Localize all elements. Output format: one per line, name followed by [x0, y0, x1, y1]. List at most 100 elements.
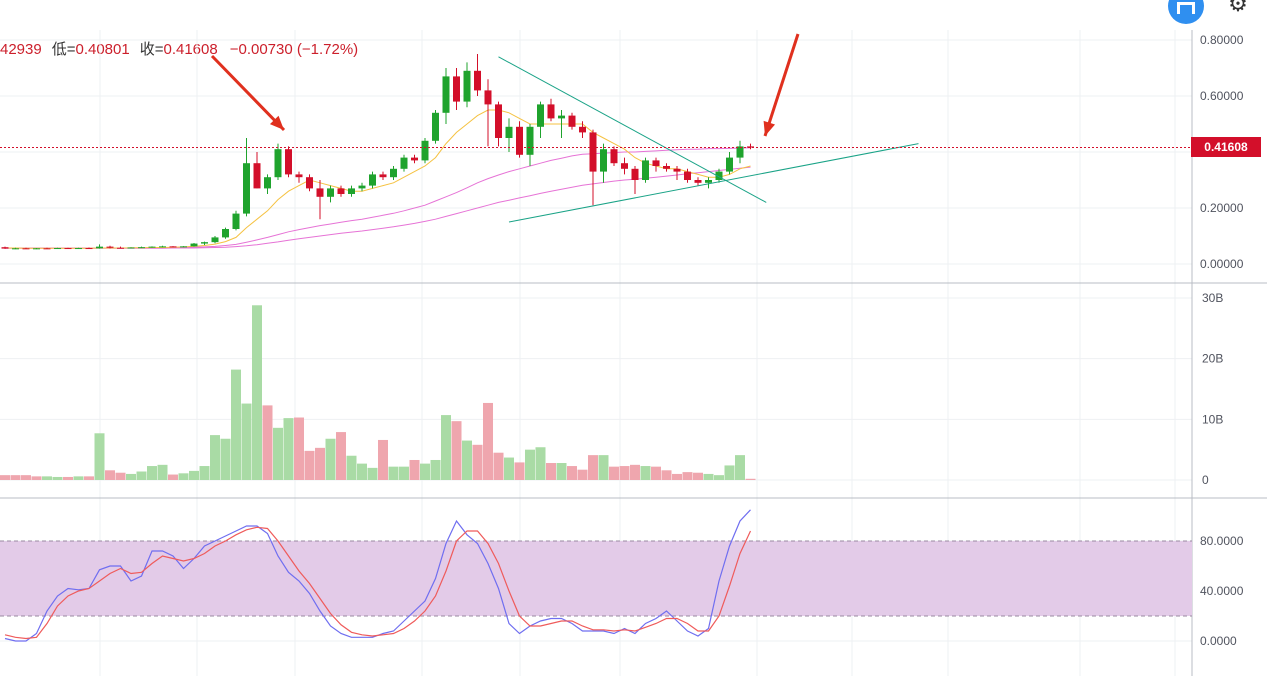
volume-bar	[598, 455, 609, 480]
candle-body	[684, 171, 691, 180]
ohlc-high-value: 42939	[0, 41, 42, 58]
overbought-oversold-band	[0, 541, 1192, 616]
stoch-tick-label: 40.0000	[1200, 584, 1244, 598]
candle-body	[117, 247, 124, 249]
volume-bar	[546, 463, 556, 480]
volume-bar	[630, 464, 640, 480]
candle-body	[484, 90, 492, 105]
volume-bar	[724, 465, 735, 480]
ohlc-close-label: 收=	[139, 41, 164, 58]
candle-body	[400, 157, 408, 169]
price-tick-label: 0.20000	[1200, 201, 1244, 215]
candle-body	[285, 149, 292, 175]
candle-body	[642, 160, 649, 180]
volume-bar	[640, 466, 651, 480]
candle-body	[600, 149, 607, 172]
volume-bar	[252, 305, 262, 480]
candle-body	[432, 112, 439, 141]
ascending-trendline	[508, 143, 919, 223]
candle-body	[127, 247, 135, 249]
candle-body	[148, 246, 156, 248]
candle-body	[579, 126, 586, 133]
volume-bar	[567, 466, 577, 480]
gear-icon[interactable]: ⚙	[1228, 0, 1248, 16]
candle-body	[253, 163, 261, 189]
volume-bar	[745, 478, 756, 480]
volume-bar	[315, 447, 325, 480]
candle-body	[631, 168, 639, 180]
volume-bar	[514, 462, 525, 480]
volume-bar	[63, 476, 73, 480]
volume-tick-label: 0	[1202, 473, 1209, 487]
volume-bar	[241, 403, 252, 480]
candle-body	[411, 157, 418, 161]
candle-body	[1, 247, 9, 249]
volume-bar	[367, 467, 378, 480]
candle-body	[705, 180, 712, 183]
candle-body	[715, 171, 723, 180]
volume-tick-label: 30B	[1202, 291, 1223, 305]
volume-bar	[231, 369, 241, 480]
candle-body	[96, 246, 103, 249]
volume-bar	[10, 475, 21, 480]
volume-bar	[535, 447, 546, 480]
price-tick-label: 0.80000	[1200, 33, 1244, 47]
volume-bar	[735, 455, 745, 480]
candle-body	[211, 237, 219, 243]
ohlc-close-value: 0.41608	[163, 41, 218, 58]
candle-body	[33, 248, 40, 250]
volume-bar	[451, 421, 462, 480]
volume-bar	[378, 439, 388, 480]
volume-bar	[441, 415, 451, 480]
candle-body	[106, 246, 114, 248]
volume-bar	[294, 417, 304, 480]
candle-body	[663, 166, 670, 169]
candle-body	[306, 177, 313, 189]
candle-body	[201, 242, 208, 244]
candle-body	[54, 248, 61, 250]
candle-body	[75, 248, 82, 250]
volume-bar	[577, 469, 588, 480]
volume-bar	[672, 473, 682, 480]
candle-body	[516, 126, 523, 155]
candle-body	[327, 188, 334, 197]
volume-bar	[210, 435, 220, 480]
candle-body	[138, 247, 145, 249]
volume-bar	[714, 475, 724, 480]
volume-bar	[336, 432, 346, 480]
volume-bar	[703, 473, 714, 480]
annotation-arrow-right	[763, 33, 800, 137]
candle-body	[22, 248, 30, 250]
volume-bar	[178, 473, 189, 480]
volume-bar	[21, 475, 31, 480]
volume-bar	[273, 427, 283, 480]
candle-body	[43, 248, 51, 250]
candle-body	[190, 243, 198, 247]
candle-body	[589, 132, 597, 172]
volume-bar	[94, 433, 105, 480]
candle-body	[537, 104, 544, 127]
candle-body	[505, 126, 513, 138]
arrow-shaft	[210, 54, 286, 132]
descending-trendline	[498, 56, 767, 203]
volume-bar	[220, 438, 231, 480]
candle-body	[442, 76, 450, 113]
volume-bar	[651, 466, 661, 480]
volume-bar	[556, 463, 567, 480]
volume-bar	[105, 470, 115, 480]
candle-body	[558, 115, 565, 119]
arrow-head	[763, 120, 776, 136]
candle-body	[390, 168, 397, 178]
volume-bar	[661, 470, 672, 480]
volume-bar	[619, 466, 630, 480]
candle-body	[274, 149, 282, 178]
ohlc-readout: 42939 低=0.40801 收=0.41608 −0.00730 (−1.72%)	[0, 38, 358, 58]
candle-body	[369, 174, 376, 186]
price-tick-label: 0.00000	[1200, 257, 1244, 271]
candle-body	[694, 180, 702, 183]
candle-body	[463, 70, 471, 102]
volume-bar	[136, 471, 147, 480]
volume-bar	[693, 472, 703, 480]
volume-tick-label: 10B	[1202, 412, 1223, 426]
